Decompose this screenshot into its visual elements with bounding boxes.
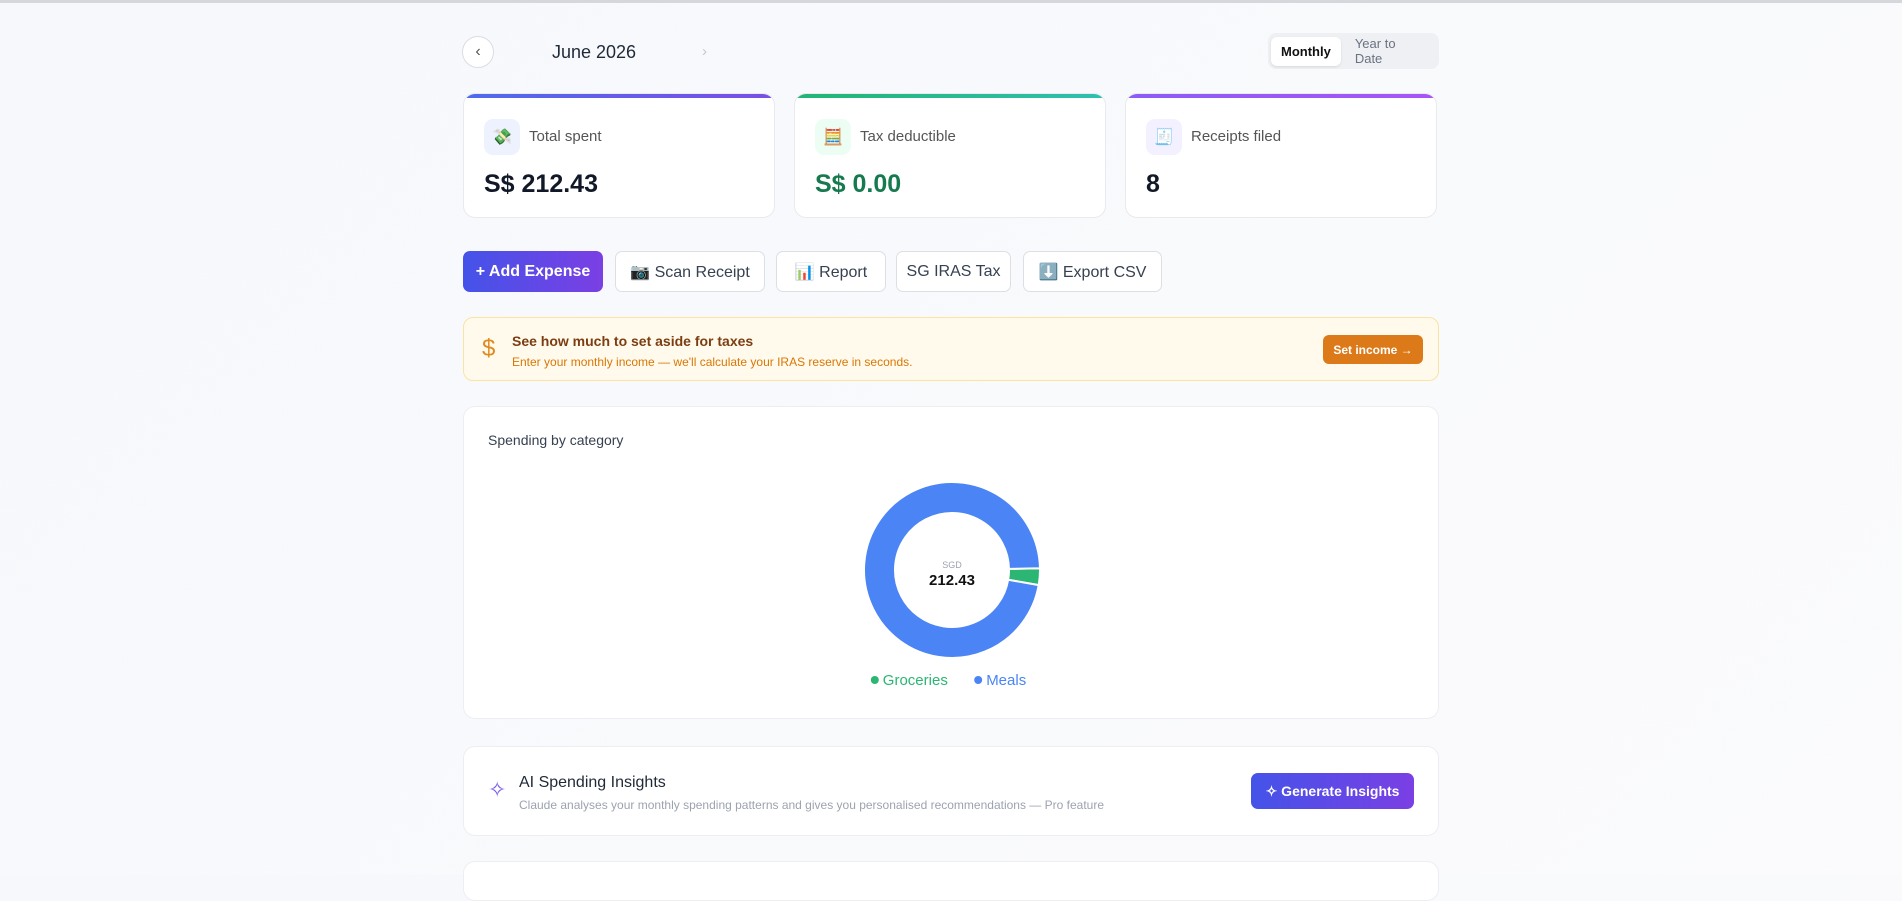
chart: SGD 212.43 Groceries Meals [863,481,1042,689]
generate-insights-button[interactable]: ✧ Generate Insights [1251,773,1414,809]
insights-icon: ✧ [488,777,507,802]
insights-panel: ✧ AI Spending Insights Claude analyses y… [463,746,1439,836]
legend-label: Groceries [883,672,948,689]
donut-slice [863,481,1042,659]
stat-card: 🧮 Tax deductible S$ 0.00 [794,93,1106,218]
legend-marker [870,676,879,684]
card-accent [1126,94,1436,98]
card-accent [795,94,1105,98]
next-month-button[interactable]: › [702,43,707,60]
export-csv-button[interactable]: ⬇️ Export CSV [1023,251,1162,292]
next-panel [463,861,1439,901]
toggle-option[interactable]: Year to Date [1354,36,1396,66]
center-value: 212.43 [929,572,975,589]
card-value: S$ 212.43 [484,170,598,198]
iras-tax-button[interactable]: SG IRAS Tax [896,251,1011,292]
chart-title: Spending by category [488,432,624,448]
card-accent [464,94,774,98]
set-income-button[interactable]: Set income → [1323,335,1423,364]
card-value: S$ 0.00 [815,170,902,198]
report-button[interactable]: 📊 Report [776,251,886,292]
month-label: June 2026 [551,42,637,62]
card-icon: 🧮 [815,119,851,155]
add-expense-button[interactable]: + Add Expense [463,251,603,292]
stat-card: 💸 Total spent S$ 212.43 [463,93,775,218]
insights-title: AI Spending Insights [519,774,666,791]
card-label: Tax deductible [860,128,956,145]
card-value: 8 [1146,170,1160,198]
insights-subtitle: Claude analyses your monthly spending pa… [519,798,1104,812]
stat-card: 🧾 Receipts filed 8 [1125,93,1437,218]
period-toggle: Monthly Year to Date [1268,33,1439,69]
card-label: Receipts filed [1191,128,1282,145]
card-icon: 🧾 [1146,119,1182,155]
scan-receipt-button[interactable]: 📷 Scan Receipt [615,251,765,292]
banner-icon: $ [482,335,496,362]
banner-subtitle: Enter your monthly income — we'll calcul… [512,355,913,369]
legend-label: Meals [986,672,1026,689]
top-bar [0,0,1902,3]
toggle-option[interactable]: Monthly [1271,36,1341,66]
legend-marker [974,676,983,684]
center-label: SGD [942,560,962,570]
card-icon: 💸 [484,119,520,155]
prev-month-button[interactable]: ‹ [462,36,494,68]
chart-panel: Spending by category SGD 212.43 Grocerie… [463,406,1439,719]
banner-title: See how much to set aside for taxes [512,333,754,349]
tax-banner: $ See how much to set aside for taxes En… [463,317,1439,381]
card-label: Total spent [529,128,602,145]
